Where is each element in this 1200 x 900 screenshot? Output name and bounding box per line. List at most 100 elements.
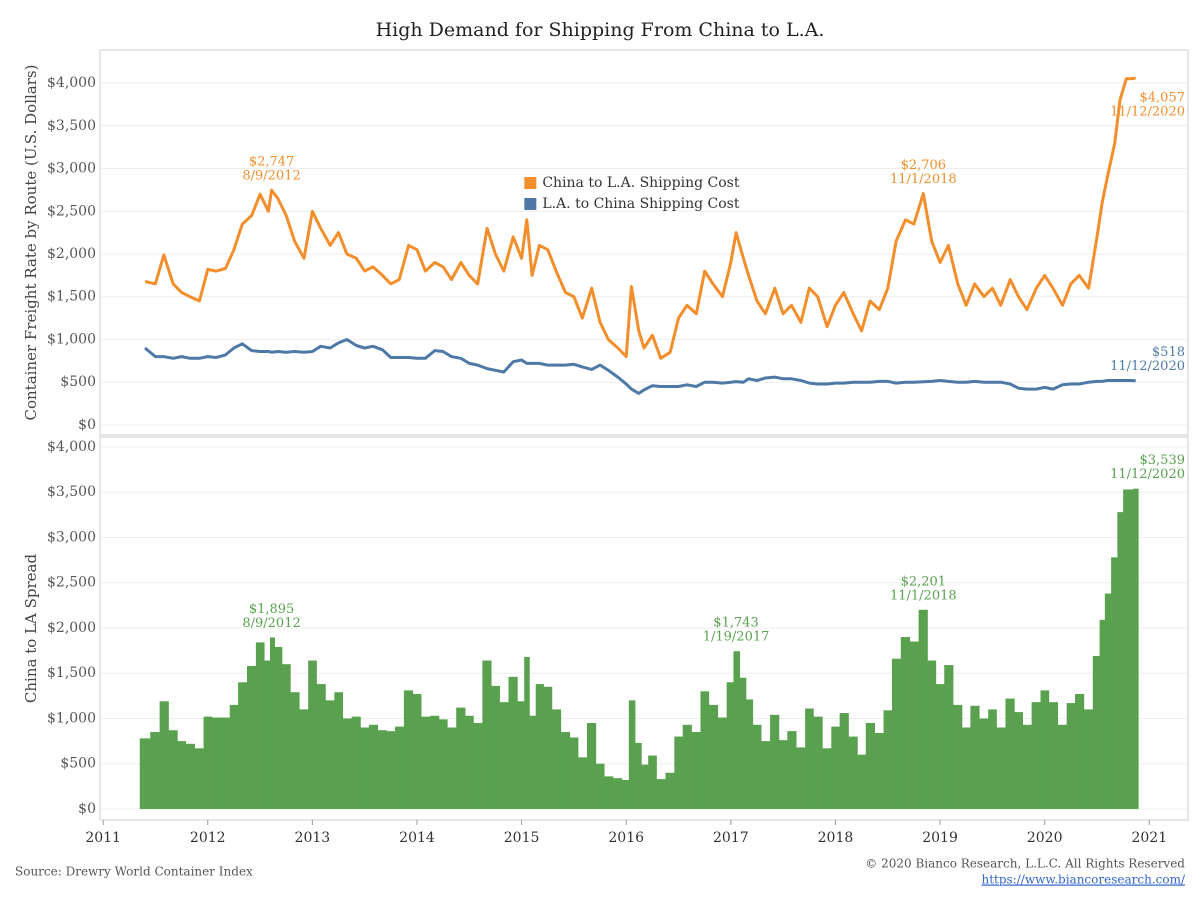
bar <box>1005 698 1015 809</box>
bar <box>185 743 195 809</box>
bar <box>656 779 666 809</box>
x-tick-label: 2021 <box>1131 830 1167 846</box>
bar <box>456 707 466 809</box>
bar <box>1128 489 1134 809</box>
bar <box>246 665 257 809</box>
bar <box>770 714 780 809</box>
bar <box>622 779 630 809</box>
annotation-date: 8/9/2012 <box>242 616 300 631</box>
bar <box>848 736 858 809</box>
bar <box>874 732 884 809</box>
bar <box>524 656 530 809</box>
bar <box>1066 703 1076 809</box>
bar <box>717 717 727 809</box>
bar <box>944 665 954 809</box>
bar <box>203 716 213 809</box>
bar <box>857 754 867 809</box>
bar <box>822 748 832 809</box>
bar <box>1117 512 1124 809</box>
y-tick-label: $2,500 <box>47 575 96 591</box>
bar <box>395 726 405 809</box>
y-tick-label: $0 <box>78 417 96 433</box>
bar <box>1099 619 1106 809</box>
bar <box>935 684 945 809</box>
bar <box>139 738 151 809</box>
bar <box>586 722 597 809</box>
annotation-value: $2,201 <box>901 574 947 589</box>
y-tick-label: $500 <box>60 374 96 390</box>
annotation-value: $4,057 <box>1140 91 1186 106</box>
bar <box>648 755 657 809</box>
bar <box>979 718 989 809</box>
bar <box>560 732 571 809</box>
bar <box>270 637 276 809</box>
bar <box>1022 724 1032 809</box>
annotation-value: $2,747 <box>249 155 295 170</box>
bar <box>529 715 537 809</box>
bar <box>308 660 317 809</box>
bar <box>1040 690 1050 809</box>
bar <box>900 637 911 809</box>
y-tick-label: $1,000 <box>47 331 96 347</box>
y-tick-label: $3,500 <box>47 118 96 134</box>
source-note: Source: Drewry World Container Index <box>15 865 253 879</box>
annotation-value: $3,539 <box>1140 453 1186 468</box>
bar <box>264 660 271 809</box>
annotation-value: $1,743 <box>713 616 759 631</box>
bar <box>641 764 649 809</box>
annotation-date: 11/12/2020 <box>1110 105 1185 120</box>
bar <box>299 709 309 809</box>
bar <box>282 664 291 809</box>
x-tick-label: 2012 <box>190 830 226 846</box>
bar <box>891 658 902 809</box>
bar <box>465 715 474 809</box>
y-tick-label: $1,500 <box>47 289 96 305</box>
bar <box>1014 712 1024 809</box>
bar <box>674 736 684 809</box>
x-tick-label: 2016 <box>608 830 644 846</box>
bar <box>368 724 379 809</box>
bar <box>665 772 675 809</box>
bar <box>996 727 1006 809</box>
bar <box>635 742 642 809</box>
bar <box>700 691 710 809</box>
annotation-date: 11/1/2018 <box>890 172 957 187</box>
bar <box>805 708 814 809</box>
bar <box>211 717 222 809</box>
bar <box>403 690 414 809</box>
bar <box>708 704 719 809</box>
bar <box>1048 702 1059 809</box>
bar <box>447 727 457 809</box>
bar <box>360 727 370 809</box>
bar <box>839 713 849 809</box>
y-tick-label: $3,000 <box>47 529 96 545</box>
bar <box>194 748 204 809</box>
x-tick-label: 2015 <box>504 830 540 846</box>
bar <box>726 682 734 809</box>
bar <box>274 646 283 809</box>
website-link[interactable]: https://www.biancoresearch.com/ <box>981 873 1185 887</box>
x-tick-label: 2013 <box>295 830 331 846</box>
bar <box>168 730 178 809</box>
bar <box>351 716 361 809</box>
y-tick-label: $4,000 <box>47 75 96 91</box>
bar <box>746 699 754 809</box>
bar <box>918 609 928 809</box>
annotation-date: 8/9/2012 <box>242 169 300 184</box>
bar <box>1111 557 1118 809</box>
x-tick-label: 2018 <box>818 830 854 846</box>
x-tick-label: 2011 <box>85 830 121 846</box>
annotation-date: 1/19/2017 <box>703 630 770 645</box>
bar <box>473 722 483 809</box>
copyright: © 2020 Bianco Research, L.L.C. All Right… <box>865 857 1185 871</box>
bar <box>342 718 352 809</box>
bar <box>691 732 701 809</box>
bar <box>159 701 169 809</box>
bar <box>883 710 893 809</box>
bar <box>150 732 160 809</box>
bar <box>255 642 265 809</box>
bar <box>909 641 919 809</box>
chart-title: High Demand for Shipping From China to L… <box>376 19 825 41</box>
bar <box>927 660 937 809</box>
bar <box>1083 709 1094 809</box>
